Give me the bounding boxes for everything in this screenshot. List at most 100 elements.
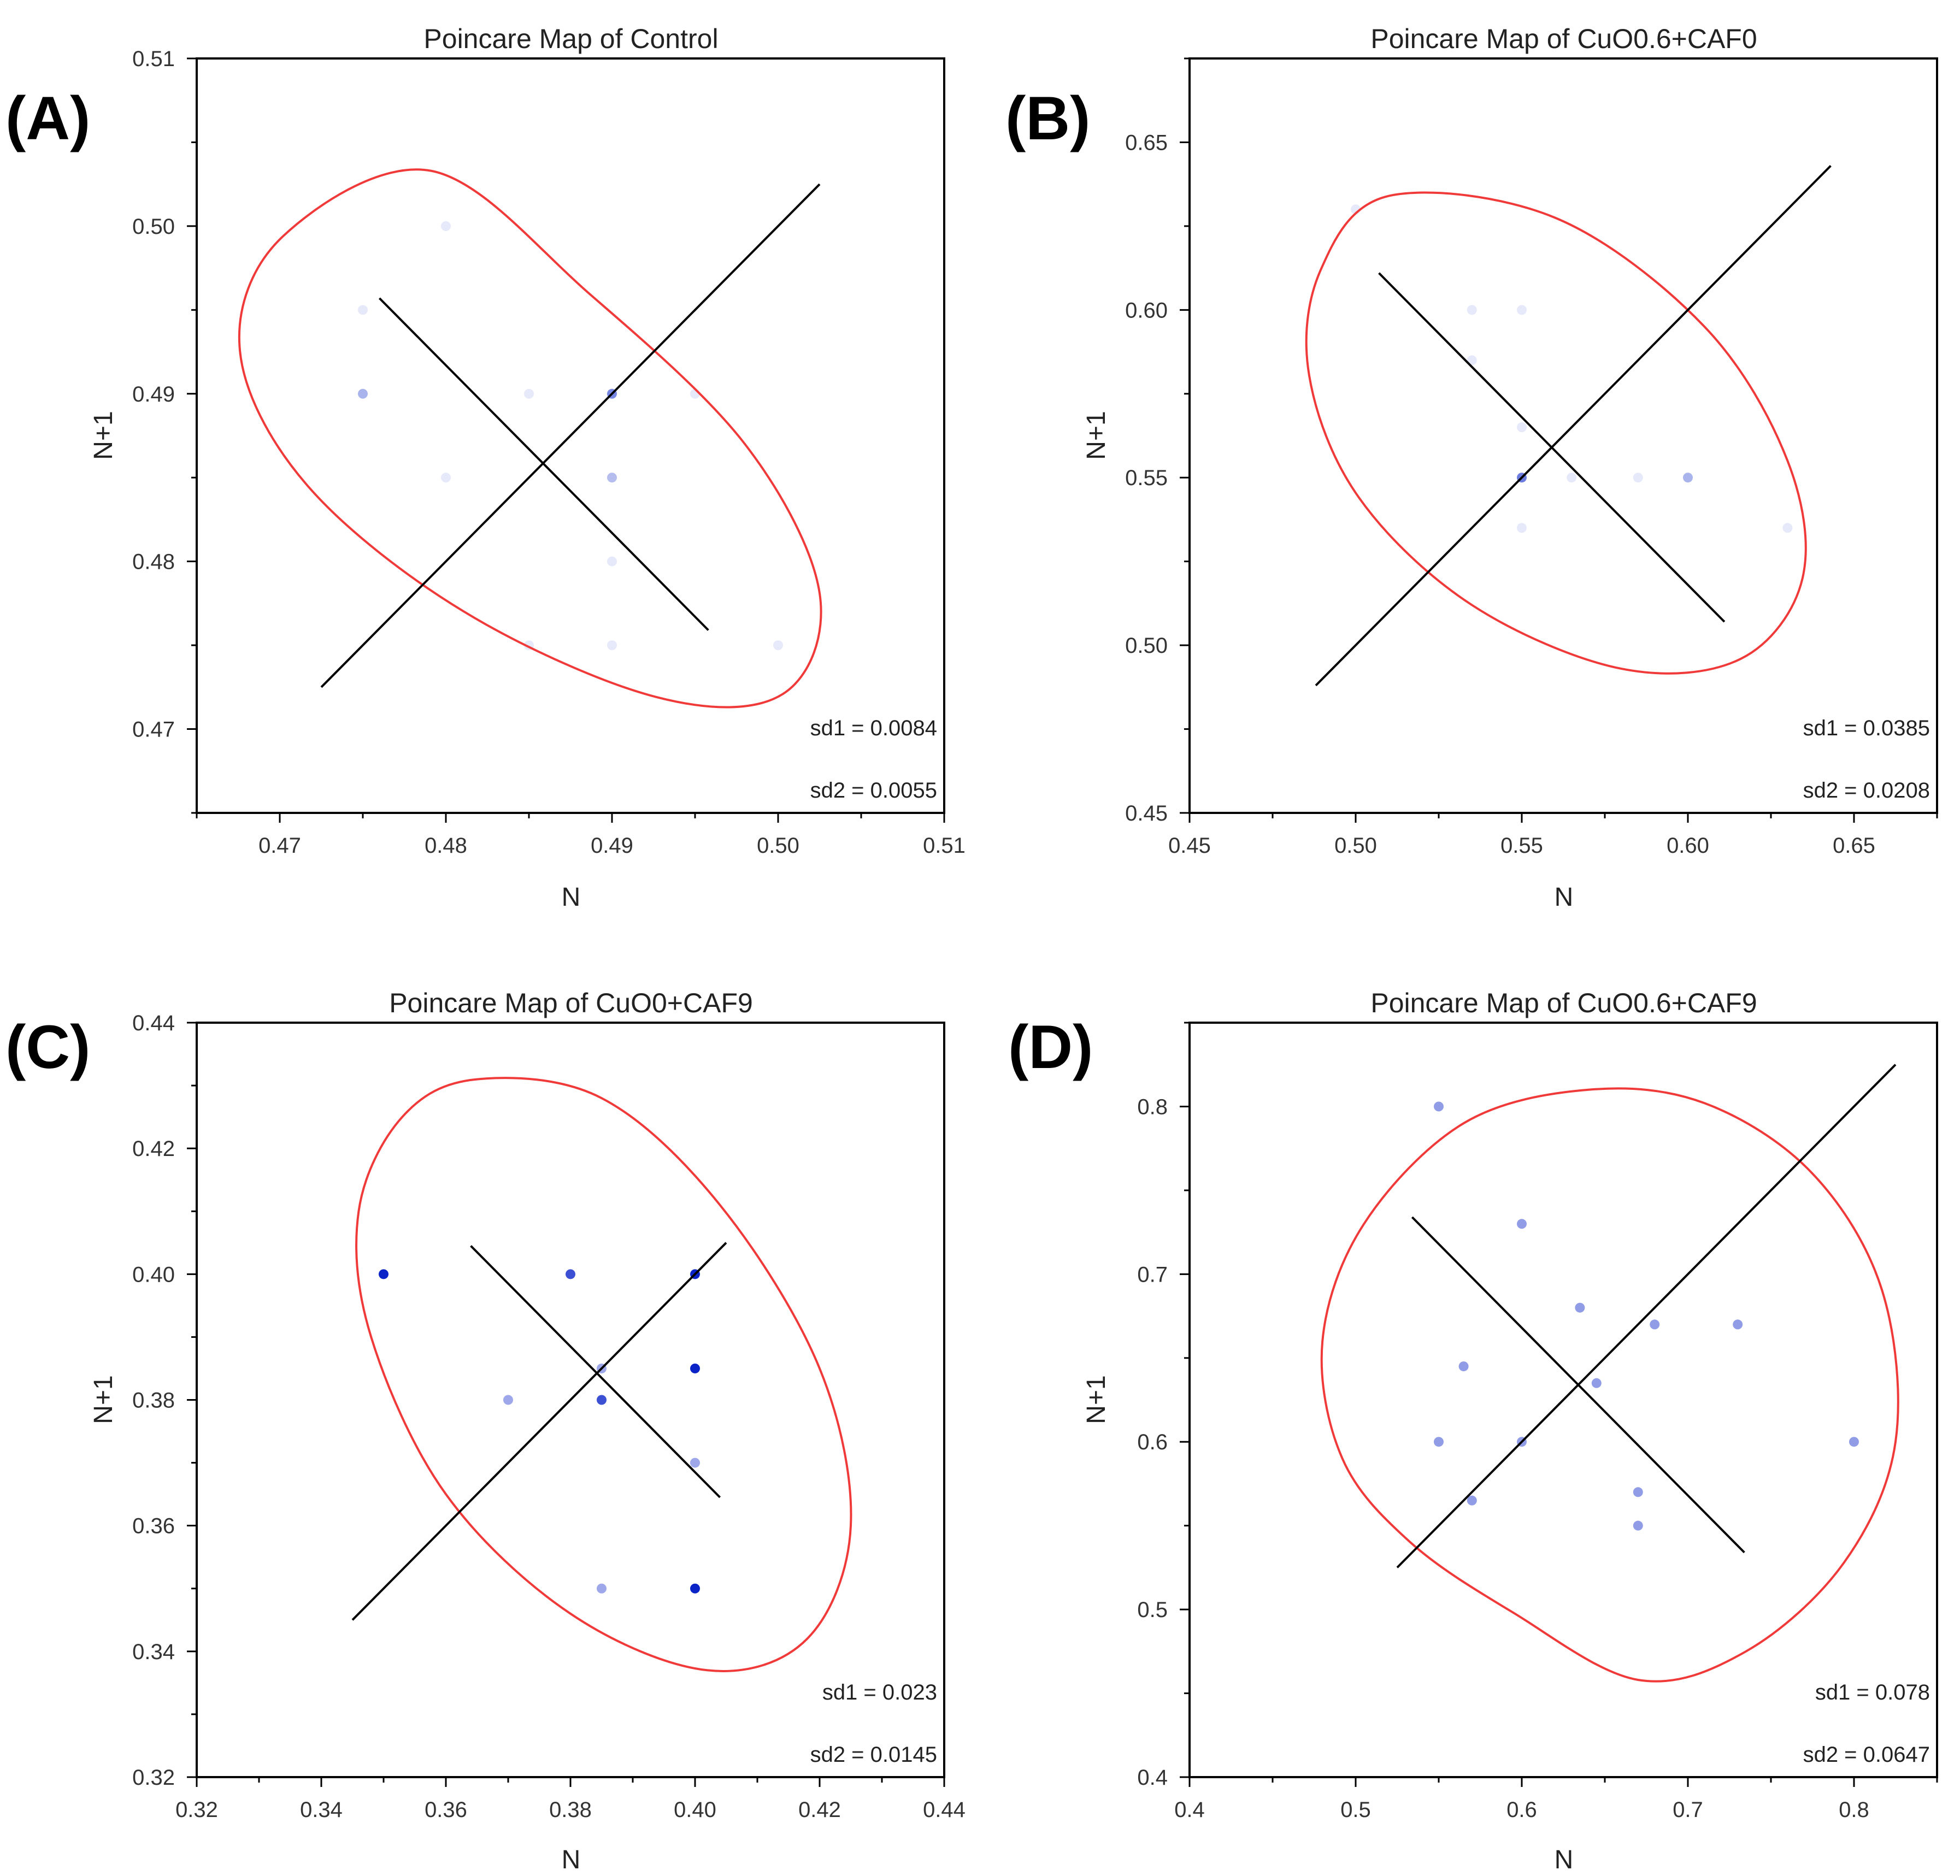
y-tick-label: 0.36 xyxy=(132,1514,175,1538)
data-point xyxy=(1849,1437,1859,1447)
data-point xyxy=(1467,305,1477,315)
data-point xyxy=(597,1395,607,1405)
data-point xyxy=(1633,473,1643,483)
plot-area-b xyxy=(1188,57,1938,814)
data-point xyxy=(1633,1520,1643,1531)
x-tick-label: 0.60 xyxy=(1667,834,1709,858)
data-point xyxy=(1650,1319,1660,1330)
x-axis-label-c: N xyxy=(562,1845,581,1874)
sd-ellipse xyxy=(355,1077,852,1672)
chart-title-d: Poincare Map of CuO0.6+CAF9 xyxy=(1370,988,1757,1018)
data-point xyxy=(607,473,617,483)
data-point xyxy=(1633,1487,1643,1497)
x-tick-label: 0.48 xyxy=(425,834,467,858)
sd-ellipse xyxy=(1320,1087,1899,1683)
sd2-label-a: sd2 = 0.0055 xyxy=(810,778,937,803)
x-axis-label-b: N xyxy=(1555,883,1574,912)
y-tick-label: 0.50 xyxy=(1125,634,1168,658)
data-point xyxy=(1683,473,1693,483)
y-tick-label: 0.47 xyxy=(132,718,175,742)
data-point xyxy=(524,388,534,399)
data-point xyxy=(1467,355,1477,365)
x-tick-label: 0.36 xyxy=(425,1798,467,1822)
y-tick-label: 0.4 xyxy=(1137,1766,1168,1790)
x-tick-label: 0.50 xyxy=(1334,834,1377,858)
marks-a: 0.47 0.48 0.49 0.50 0.51 0.47 0.48 0.49 0.50 0.51 xyxy=(132,47,966,858)
chart-title-a: Poincare Map of Control xyxy=(423,23,718,54)
panel-label-a: (A) xyxy=(5,84,90,152)
x-tick-label: 0.7 xyxy=(1673,1798,1703,1822)
data-point xyxy=(1434,1437,1444,1447)
y-tick-label: 0.60 xyxy=(1125,298,1168,322)
data-point xyxy=(1591,1378,1602,1388)
perpendicular-axis-line xyxy=(1411,1216,1745,1554)
sd1-label-a: sd1 = 0.0084 xyxy=(810,716,937,740)
x-tick-label: 0.47 xyxy=(258,834,301,858)
perpendicular-axis-line xyxy=(378,297,709,631)
x-tick-label: 0.51 xyxy=(923,834,966,858)
data-point xyxy=(1517,523,1527,533)
data-point xyxy=(1567,473,1577,483)
perpendicular-axis-line xyxy=(470,1245,721,1499)
panel-label-b: (B) xyxy=(1005,84,1090,152)
sd1-label-c: sd1 = 0.023 xyxy=(822,1680,937,1704)
y-axis-label-c: N+1 xyxy=(89,1375,118,1424)
x-tick-label: 0.38 xyxy=(549,1798,592,1822)
data-point xyxy=(358,388,368,399)
data-point xyxy=(1467,1495,1477,1506)
y-tick-label: 0.51 xyxy=(132,47,175,71)
y-tick-label: 0.55 xyxy=(1125,466,1168,490)
data-point xyxy=(597,1583,607,1594)
data-point xyxy=(1434,1101,1444,1112)
x-tick-label: 0.55 xyxy=(1500,834,1543,858)
data-point xyxy=(607,640,617,651)
y-tick-label: 0.48 xyxy=(132,550,175,574)
y-tick-label: 0.32 xyxy=(132,1766,175,1790)
y-tick-label: 0.38 xyxy=(132,1389,175,1413)
plot-area-a xyxy=(196,57,945,814)
data-point xyxy=(503,1395,513,1405)
x-tick-label: 0.42 xyxy=(798,1798,841,1822)
x-tick-label: 0.34 xyxy=(300,1798,343,1822)
panel-a: (A) Poincare Map of Control 0.47 0.48 0.49… xyxy=(5,23,966,912)
y-axis-label-a: N+1 xyxy=(89,411,118,459)
panel-b: (B) Poincare Map of CuO0.6+CAF0 0.45 0.50… xyxy=(1005,23,1938,912)
data-point xyxy=(773,640,783,651)
data-point xyxy=(1575,1302,1585,1313)
sd1-label-d: sd1 = 0.078 xyxy=(1815,1680,1930,1704)
data-point xyxy=(441,221,451,231)
x-tick-label: 0.6 xyxy=(1506,1798,1537,1822)
marks-b: 0.45 0.50 0.55 0.60 0.65 0.45 0.50 0.55 0.60 0.65 xyxy=(1125,57,1938,858)
data-point xyxy=(566,1269,575,1279)
y-tick-label: 0.7 xyxy=(1137,1263,1168,1287)
x-tick-label: 0.49 xyxy=(591,834,633,858)
y-axis-label-d: N+1 xyxy=(1082,1375,1111,1424)
y-tick-label: 0.34 xyxy=(132,1640,175,1664)
identity-axis-line xyxy=(1315,165,1832,687)
data-point xyxy=(1517,1219,1527,1229)
y-tick-label: 0.65 xyxy=(1125,131,1168,155)
data-point xyxy=(1782,523,1793,533)
data-point xyxy=(690,1583,700,1594)
x-tick-label: 0.45 xyxy=(1168,834,1211,858)
y-tick-label: 0.45 xyxy=(1125,801,1168,825)
y-tick-label: 0.42 xyxy=(132,1137,175,1161)
sd-ellipse xyxy=(1305,191,1807,675)
y-tick-label: 0.44 xyxy=(132,1011,175,1035)
chart-title-b: Poincare Map of CuO0.6+CAF0 xyxy=(1370,23,1757,54)
data-point xyxy=(690,1458,700,1468)
sd2-label-d: sd2 = 0.0647 xyxy=(1803,1743,1930,1767)
marks-d: 0.4 0.5 0.6 0.7 0.8 0.4 0.5 0.6 0.7 0.8 xyxy=(1137,1022,1938,1822)
plot-area-d xyxy=(1188,1022,1938,1778)
x-tick-label: 0.4 xyxy=(1174,1798,1205,1822)
x-tick-label: 0.44 xyxy=(923,1798,966,1822)
identity-axis-line xyxy=(1396,1064,1897,1568)
y-tick-label: 0.8 xyxy=(1137,1095,1168,1119)
panel-label-d: (D) xyxy=(1008,1013,1093,1081)
identity-axis-line xyxy=(320,183,821,688)
x-tick-label: 0.5 xyxy=(1340,1798,1371,1822)
data-point xyxy=(1733,1319,1743,1330)
x-axis-label-a: N xyxy=(562,883,581,912)
x-tick-label: 0.65 xyxy=(1833,834,1875,858)
